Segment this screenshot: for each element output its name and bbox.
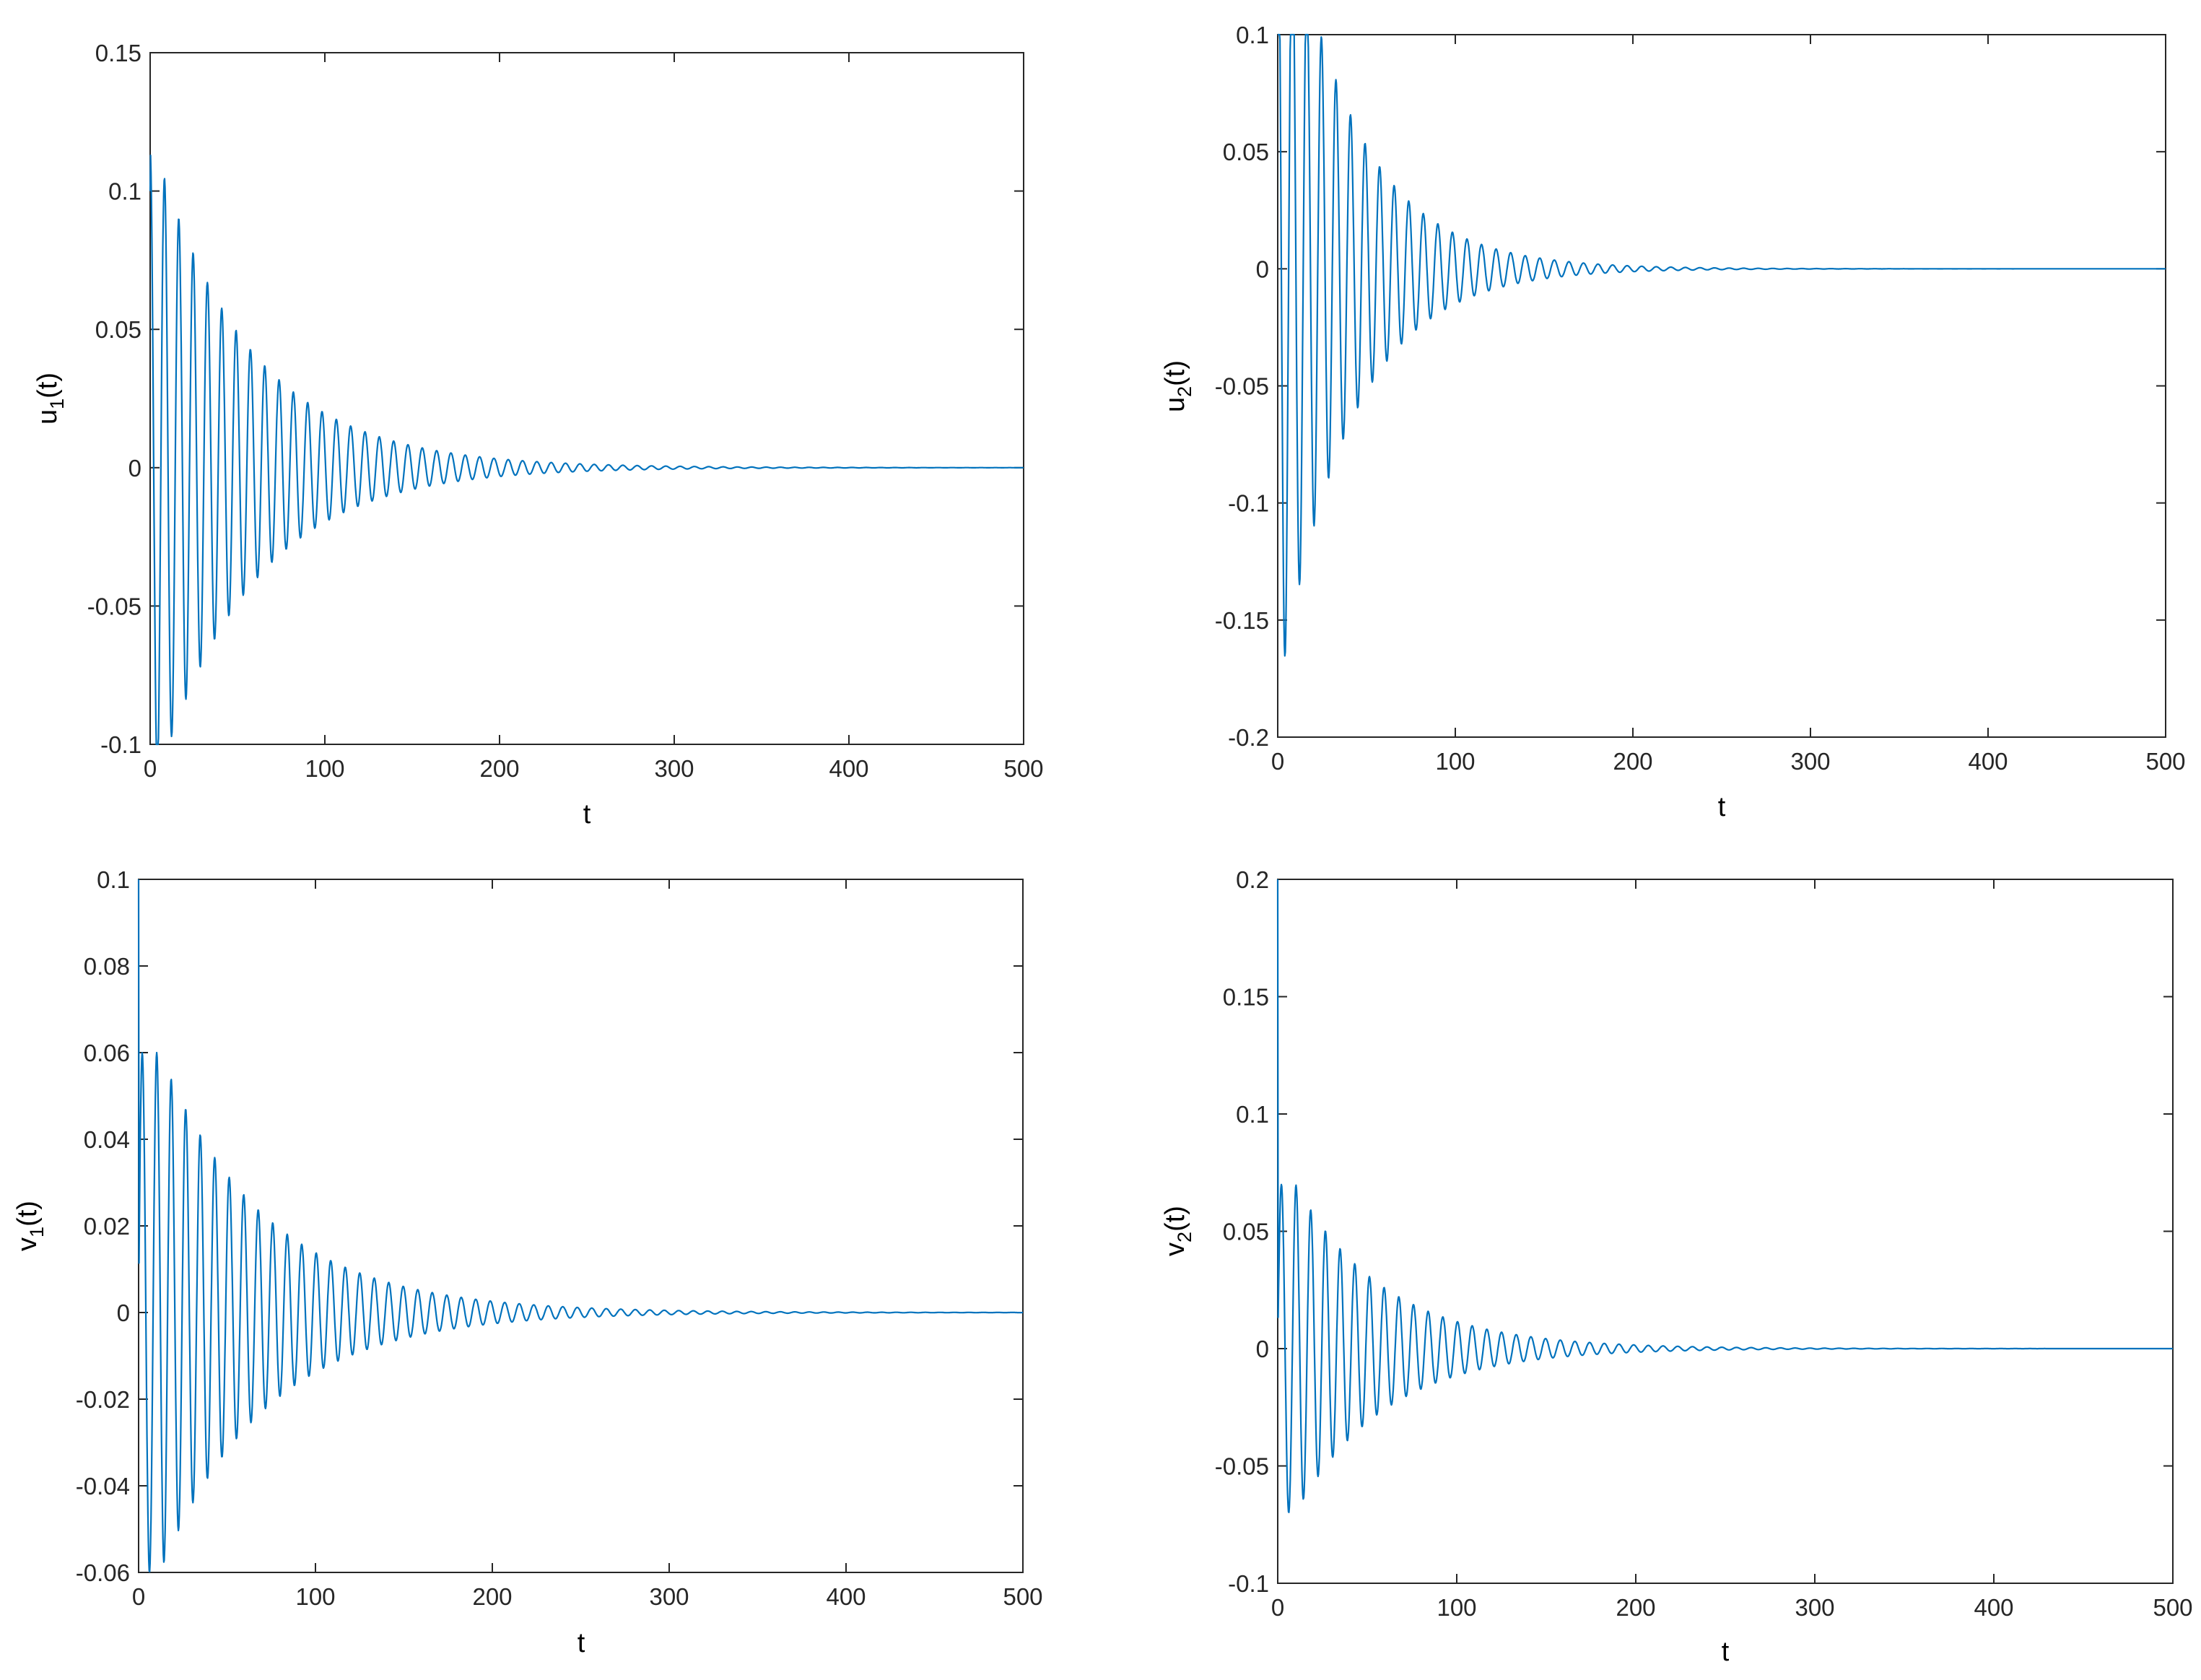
y-tick-label: -0.06 bbox=[76, 1559, 130, 1586]
series-line-u2 bbox=[1277, 33, 2166, 657]
y-tick-label: 0.04 bbox=[84, 1126, 130, 1153]
subplot-v1: 0 100 200 300 400 500 -0.06 -0.04 -0.02 0 0.02 0.0… bbox=[12, 866, 1043, 1658]
series-line-v1 bbox=[137, 879, 1024, 1572]
y-axis-label: v1(t) bbox=[12, 1201, 48, 1251]
series-line-u1 bbox=[149, 154, 1024, 746]
y-tick-label: 0.02 bbox=[84, 1213, 130, 1240]
x-tick-group: 0 100 200 300 400 500 bbox=[1271, 879, 2193, 1621]
x-tick-label: 400 bbox=[1974, 1594, 2013, 1621]
x-tick-label: 300 bbox=[649, 1583, 689, 1610]
y-tick-label: 0.15 bbox=[1223, 984, 1269, 1011]
y-tick-label: -0.04 bbox=[76, 1473, 130, 1500]
y-label-base: v bbox=[1160, 1242, 1190, 1256]
y-tick-label: 0.05 bbox=[1223, 139, 1269, 165]
y-tick-label: 0.1 bbox=[108, 178, 141, 205]
x-tick-label: 500 bbox=[2145, 748, 2185, 775]
x-tick-label: 400 bbox=[826, 1583, 866, 1610]
y-tick-group: -0.2 -0.15 -0.1 -0.05 0 0.05 0.1 bbox=[1215, 22, 2166, 751]
y-tick-group: -0.1 -0.05 0 0.05 0.1 0.15 bbox=[87, 40, 1024, 758]
y-tick-group: -0.1 -0.05 0 0.05 0.1 0.15 0.2 bbox=[1215, 866, 2173, 1597]
x-tick-label: 0 bbox=[144, 755, 157, 782]
x-axis-label: t bbox=[578, 1628, 585, 1658]
x-tick-label: 200 bbox=[479, 755, 519, 782]
x-tick-label: 0 bbox=[1271, 748, 1284, 775]
x-tick-label: 0 bbox=[1271, 1594, 1284, 1621]
y-tick-label: 0.1 bbox=[1236, 22, 1269, 48]
x-tick-label: 500 bbox=[1003, 1583, 1042, 1610]
y-label-base: u bbox=[32, 409, 63, 425]
y-axis-label: v2(t) bbox=[1160, 1206, 1195, 1256]
x-tick-label: 0 bbox=[132, 1583, 145, 1610]
y-label-suffix: (t) bbox=[1160, 360, 1190, 386]
y-axis-label: u2(t) bbox=[1160, 360, 1195, 412]
axes-frame bbox=[1277, 34, 2166, 738]
y-tick-label: -0.1 bbox=[1228, 1570, 1269, 1597]
x-tick-group: 0 100 200 300 400 500 bbox=[144, 53, 1044, 782]
y-tick-label: 0.2 bbox=[1236, 866, 1269, 893]
x-tick-label: 100 bbox=[305, 755, 344, 782]
y-tick-label: 0.08 bbox=[84, 953, 130, 980]
y-tick-label: 0.05 bbox=[1223, 1219, 1269, 1245]
y-tick-label: 0 bbox=[128, 455, 141, 482]
y-tick-label: -0.05 bbox=[1215, 1453, 1269, 1480]
subplot-u1: 0 100 200 300 400 500 -0.1 -0.05 0 0.05 0.1 0.15 t… bbox=[32, 40, 1044, 830]
axes-frame bbox=[1277, 879, 2174, 1584]
y-tick-label: 0.06 bbox=[84, 1040, 130, 1066]
x-tick-group: 0 100 200 300 400 500 bbox=[1271, 35, 2186, 775]
y-tick-label: -0.1 bbox=[1228, 490, 1269, 517]
y-tick-label: 0.1 bbox=[1236, 1101, 1269, 1128]
x-axis-label: t bbox=[583, 799, 591, 830]
x-tick-label: 300 bbox=[1790, 748, 1830, 775]
y-label-subscript: 2 bbox=[1174, 386, 1195, 397]
x-axis-label: t bbox=[1718, 792, 1726, 822]
y-tick-label: -0.2 bbox=[1228, 724, 1269, 751]
y-tick-label: 0 bbox=[1256, 256, 1269, 282]
y-label-base: v bbox=[12, 1237, 43, 1251]
x-tick-label: 400 bbox=[1968, 748, 2008, 775]
y-label-suffix: (t) bbox=[1160, 1206, 1190, 1232]
y-label-suffix: (t) bbox=[12, 1201, 43, 1227]
y-tick-label: 0 bbox=[117, 1300, 130, 1326]
series-line-v2 bbox=[1276, 879, 2174, 1513]
x-tick-label: 500 bbox=[2153, 1594, 2192, 1621]
subplot-u2: 0 100 200 300 400 500 -0.2 -0.15 -0.1 -0.05 0 0.05… bbox=[1160, 22, 2186, 822]
axes-frame bbox=[149, 52, 1024, 745]
x-tick-label: 100 bbox=[295, 1583, 335, 1610]
y-tick-label: -0.02 bbox=[76, 1386, 130, 1413]
y-label-subscript: 1 bbox=[46, 399, 68, 409]
y-tick-label: -0.05 bbox=[87, 593, 141, 619]
y-tick-label: -0.15 bbox=[1215, 607, 1269, 634]
y-label-base: u bbox=[1160, 397, 1190, 412]
x-tick-label: 200 bbox=[1613, 748, 1652, 775]
y-tick-group: -0.06 -0.04 -0.02 0 0.02 0.04 0.06 0.08 0.1 bbox=[76, 866, 1023, 1586]
axes-frame bbox=[138, 879, 1024, 1573]
x-tick-label: 100 bbox=[1437, 1594, 1476, 1621]
x-axis-label: t bbox=[1722, 1637, 1730, 1667]
x-tick-label: 100 bbox=[1435, 748, 1475, 775]
x-tick-label: 500 bbox=[1003, 755, 1043, 782]
x-tick-label: 300 bbox=[1795, 1594, 1834, 1621]
y-label-subscript: 2 bbox=[1174, 1232, 1195, 1242]
y-tick-label: 0.05 bbox=[95, 316, 141, 343]
y-tick-label: -0.05 bbox=[1215, 373, 1269, 400]
y-tick-label: -0.1 bbox=[100, 731, 141, 758]
x-tick-label: 400 bbox=[829, 755, 868, 782]
y-label-suffix: (t) bbox=[32, 373, 63, 399]
y-tick-label: 0.1 bbox=[97, 866, 130, 893]
y-label-subscript: 1 bbox=[26, 1227, 48, 1237]
y-axis-label: u1(t) bbox=[32, 373, 68, 425]
x-tick-label: 300 bbox=[654, 755, 694, 782]
x-tick-group: 0 100 200 300 400 500 bbox=[132, 879, 1043, 1610]
y-tick-label: 0 bbox=[1256, 1336, 1269, 1362]
x-tick-label: 200 bbox=[1616, 1594, 1655, 1621]
x-tick-label: 200 bbox=[472, 1583, 512, 1610]
y-tick-label: 0.15 bbox=[95, 40, 141, 66]
subplot-v2: 0 100 200 300 400 500 -0.1 -0.05 0 0.05 0.1 0.15 0.… bbox=[1160, 866, 2193, 1667]
